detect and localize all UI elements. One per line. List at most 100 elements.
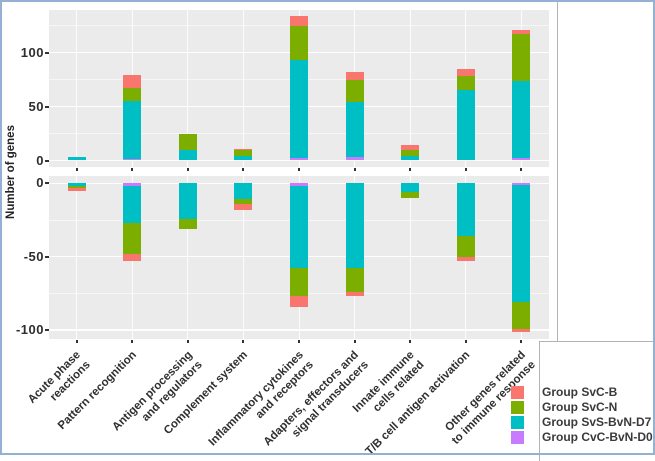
y-tick-label: -100	[15, 322, 44, 338]
bar-segment-group-svs-bvn-d7	[290, 60, 308, 159]
y-axis-tick	[45, 182, 49, 185]
x-axis-tick-top	[520, 168, 523, 171]
bar-segment-group-svs-bvn-d7	[123, 186, 142, 223]
bar-segment-group-svc-b	[234, 148, 253, 150]
legend-item	[511, 416, 524, 429]
bar-segment-group-cvc-bvn-d0	[345, 157, 364, 161]
bar-segment-group-svs-bvn-d7	[345, 183, 364, 269]
legend-item	[511, 386, 524, 399]
bar-segment-group-svc-n	[178, 133, 197, 150]
x-axis-tick-top	[131, 168, 134, 171]
bar-segment-group-svc-b	[67, 187, 86, 191]
bar-segment-group-svc-b	[234, 203, 253, 210]
bar-segment-group-svc-n	[401, 192, 420, 198]
bar-segment-group-svs-bvn-d7	[456, 90, 475, 161]
y-axis-tick	[45, 159, 49, 162]
bar-segment-group-svs-bvn-d7	[401, 156, 420, 161]
bar-segment-group-svc-n	[67, 186, 86, 188]
bar-segment-group-cvc-bvn-d0	[123, 159, 142, 161]
bar-segment-group-svc-n	[178, 218, 197, 229]
x-axis-tick-bottom	[131, 340, 134, 343]
panel-upregulated	[49, 10, 549, 167]
x-axis-tick-bottom	[353, 340, 356, 343]
gridline-vertical	[409, 176, 411, 339]
legend-item	[511, 401, 524, 414]
bar-segment-group-cvc-bvn-d0	[123, 183, 142, 187]
bar-segment-group-svc-b	[123, 75, 142, 89]
bar-segment-group-svs-bvn-d7	[345, 102, 364, 158]
bar-segment-group-svc-b	[456, 68, 475, 77]
bar-segment-group-svc-n	[456, 76, 475, 91]
gridline-vertical	[76, 176, 78, 339]
x-axis-tick-bottom	[298, 340, 300, 343]
legend-swatch-cvc-bvn-d0	[511, 431, 524, 444]
y-axis-tick	[45, 51, 49, 54]
gridline-vertical	[242, 10, 244, 167]
y-axis-tick	[45, 329, 49, 332]
x-axis-tick-bottom	[186, 340, 189, 343]
gridline-vertical	[242, 176, 244, 339]
bar-segment-group-svs-bvn-d7	[512, 184, 531, 303]
legend-item	[511, 431, 524, 444]
bar-segment-group-svc-b	[512, 328, 531, 332]
bar-segment-group-svc-n	[345, 268, 364, 292]
bar-segment-group-svc-b	[345, 291, 364, 297]
bar-segment-group-svc-n	[290, 25, 308, 61]
x-axis-tick-bottom	[520, 340, 523, 343]
gridline-vertical	[76, 10, 78, 167]
bar-segment-group-svs-bvn-d7	[178, 149, 197, 161]
bar-segment-group-svs-bvn-d7	[456, 183, 475, 237]
bar-segment-group-svc-b	[290, 296, 308, 307]
legend-background-box	[539, 341, 655, 461]
y-tick-label: 50	[28, 98, 44, 114]
y-axis-tick	[45, 105, 49, 108]
bar-segment-group-svc-n	[456, 236, 475, 257]
bar-segment-group-svs-bvn-d7	[401, 183, 420, 193]
bar-segment-group-svs-bvn-d7	[67, 183, 86, 187]
x-axis-tick-top	[353, 168, 356, 171]
y-tick-label: -50	[23, 248, 44, 264]
bar-segment-group-cvc-bvn-d0	[290, 158, 308, 161]
legend-label: Group SvS-BvN-D7	[542, 415, 652, 429]
x-axis-tick-top	[464, 168, 467, 171]
bar-segment-group-svc-b	[512, 30, 531, 35]
side-whitespace-box	[557, 0, 655, 346]
bar-segment-group-cvc-bvn-d0	[512, 158, 531, 161]
bar-segment-group-svs-bvn-d7	[67, 157, 86, 161]
legend-label: Group CvC-BvN-D0	[542, 430, 653, 444]
bar-segment-group-svc-n	[123, 222, 142, 254]
bar-segment-group-svc-n	[123, 88, 142, 102]
y-axis-tick	[45, 255, 49, 258]
x-axis-tick-top	[409, 168, 412, 171]
panel-downregulated	[49, 176, 549, 339]
bar-segment-group-svs-bvn-d7	[512, 80, 531, 159]
bar-segment-group-svc-n	[512, 34, 531, 81]
x-axis-tick-top	[242, 168, 245, 171]
gridline-vertical	[409, 10, 411, 167]
gridline-vertical	[187, 176, 189, 339]
bar-segment-group-svs-bvn-d7	[178, 183, 197, 219]
legend-swatch-svc-b	[511, 386, 524, 399]
x-axis-tick-bottom	[409, 340, 412, 343]
x-axis-tick-bottom	[242, 340, 245, 343]
x-axis-tick-top	[75, 168, 78, 171]
y-tick-label: 100	[20, 44, 44, 60]
bar-segment-group-svs-bvn-d7	[234, 183, 253, 200]
bar-segment-group-svc-b	[290, 16, 308, 26]
bar-segment-group-svc-n	[512, 302, 531, 329]
legend-label: Group SvC-B	[542, 385, 618, 399]
bar-segment-group-svs-bvn-d7	[123, 101, 142, 160]
bar-segment-group-svc-n	[234, 149, 253, 157]
y-tick-label: 0	[36, 152, 44, 168]
bar-segment-group-svc-b	[345, 72, 364, 80]
bar-segment-group-svs-bvn-d7	[234, 156, 253, 161]
bar-segment-group-cvc-bvn-d0	[290, 183, 308, 187]
bar-segment-group-svc-n	[401, 149, 420, 157]
bar-segment-group-svc-n	[345, 79, 364, 103]
x-axis-tick-bottom	[464, 340, 467, 343]
legend-swatch-svs-bvn-d7	[511, 416, 524, 429]
gridline-vertical	[187, 10, 189, 167]
bar-segment-group-svc-n	[290, 268, 308, 297]
bar-segment-group-svc-b	[401, 145, 420, 150]
